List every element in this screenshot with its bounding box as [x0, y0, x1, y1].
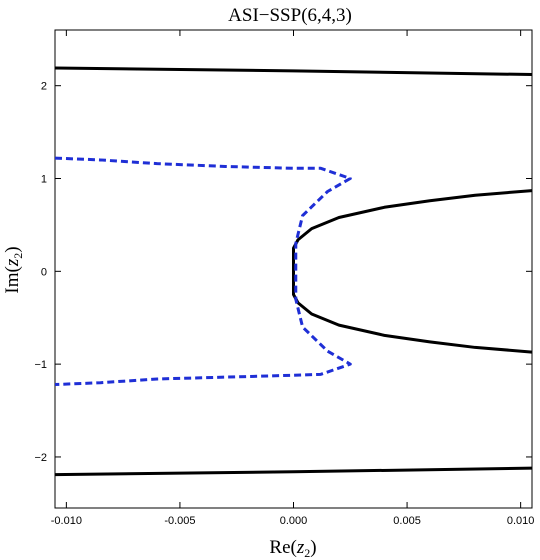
solid-curve-2: [292, 189, 533, 354]
y-axis-label-close: ): [2, 246, 23, 252]
x-tick-label: -0.010: [51, 515, 82, 527]
x-axis-label-main: Re(: [269, 537, 296, 558]
solid-curve-0: [54, 66, 533, 77]
y-axis-label: Im(z2): [2, 246, 25, 293]
y-axis-label-sub: 2: [11, 253, 25, 259]
x-tick-label: -0.005: [164, 515, 195, 527]
y-tick-label: 0: [41, 266, 47, 278]
y-tick-label: 1: [41, 174, 47, 186]
x-tick-label: 0.010: [507, 515, 535, 527]
solid-curve-1: [54, 466, 533, 477]
x-axis-label: Re(z2): [269, 537, 316, 560]
x-axis-label-close: ): [310, 537, 316, 558]
chart-title: ASI−SSP(6,4,3): [228, 5, 352, 26]
dashed-curve-3: [54, 156, 352, 387]
y-tick-label: −1: [34, 359, 47, 371]
y-tick-label: −2: [34, 452, 47, 464]
y-axis-label-var: z: [2, 258, 23, 267]
x-tick-label: 0.005: [393, 515, 421, 527]
x-tick-label: 0.000: [280, 515, 308, 527]
series-layer: [54, 66, 533, 477]
x-axis-label-var: z: [296, 537, 305, 558]
y-axis-label-main: Im(: [2, 266, 23, 293]
x-axis-label-sub: 2: [304, 546, 310, 560]
y-tick-label: 2: [41, 81, 47, 93]
tick-layer: -0.010 -0.005 0.000 0.005 0.010 2 1 0 −1 −2: [34, 30, 534, 527]
